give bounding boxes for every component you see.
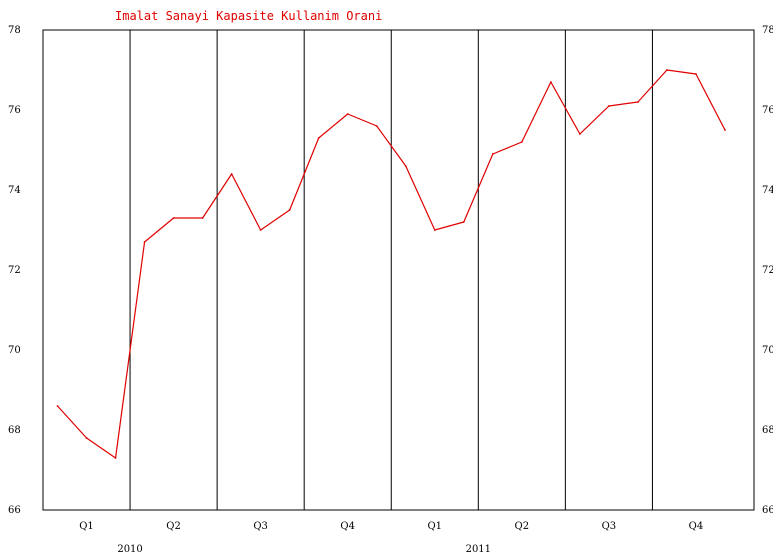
data-point bbox=[433, 229, 436, 231]
y-tick-label-right: 74 bbox=[762, 185, 773, 196]
data-point bbox=[404, 165, 407, 167]
y-tick-label-left: 70 bbox=[8, 345, 21, 356]
data-point bbox=[462, 221, 465, 223]
year-label: 2010 bbox=[117, 544, 142, 555]
data-point bbox=[172, 217, 175, 219]
data-point bbox=[520, 141, 523, 143]
quarter-grid bbox=[129, 30, 653, 510]
quarter-label: Q2 bbox=[166, 521, 181, 532]
y-axis-left: 66 68 70 72 74 76 78 bbox=[8, 25, 21, 516]
data-point bbox=[607, 105, 610, 107]
data-point bbox=[375, 125, 378, 127]
y-tick-label-right: 78 bbox=[762, 25, 773, 36]
data-point bbox=[114, 457, 117, 459]
y-tick-label-left: 76 bbox=[8, 105, 21, 116]
y-tick-label-left: 74 bbox=[8, 185, 21, 196]
y-tick-label-left: 78 bbox=[8, 25, 21, 36]
y-tick-label-left: 72 bbox=[8, 265, 21, 276]
quarter-label: Q2 bbox=[515, 521, 530, 532]
data-point bbox=[666, 69, 668, 71]
data-point bbox=[259, 229, 262, 231]
y-tick-label-right: 76 bbox=[762, 105, 773, 116]
x-axis-quarters: Q1 Q2 Q3 Q4 Q1 Q2 Q3 Q4 bbox=[79, 521, 703, 532]
y-tick-label-left: 68 bbox=[8, 425, 21, 436]
chart-title: Imalat Sanayi Kapasite Kullanim Orani bbox=[115, 9, 382, 23]
data-point bbox=[549, 81, 552, 83]
y-tick-label-right: 72 bbox=[762, 265, 773, 276]
quarter-label: Q1 bbox=[427, 521, 442, 532]
series-group bbox=[56, 69, 726, 459]
y-tick-label-right: 68 bbox=[762, 425, 773, 436]
quarter-label: Q4 bbox=[340, 521, 355, 532]
data-point bbox=[56, 405, 59, 407]
y-tick-label-right: 70 bbox=[762, 345, 773, 356]
data-point bbox=[288, 209, 291, 211]
data-point bbox=[637, 101, 639, 103]
y-tick-label-left: 66 bbox=[8, 505, 21, 516]
y-axis-right: 66 68 70 72 74 76 78 bbox=[762, 25, 773, 516]
data-point bbox=[317, 137, 320, 139]
quarter-label: Q3 bbox=[253, 521, 268, 532]
data-point bbox=[230, 173, 233, 175]
quarter-label: Q1 bbox=[79, 521, 94, 532]
x-axis-years: 2010 2011 bbox=[117, 544, 491, 555]
data-point bbox=[724, 129, 726, 131]
year-label: 2011 bbox=[466, 544, 491, 555]
plot-frame bbox=[42, 29, 755, 511]
data-point bbox=[491, 153, 494, 155]
quarter-label: Q4 bbox=[689, 521, 704, 532]
data-point bbox=[578, 133, 581, 135]
data-point bbox=[143, 241, 146, 243]
quarter-label: Q3 bbox=[602, 521, 617, 532]
series-line bbox=[57, 69, 726, 459]
data-point bbox=[695, 73, 697, 75]
data-point bbox=[346, 113, 349, 115]
y-tick-label-right: 66 bbox=[762, 505, 773, 516]
data-point bbox=[201, 217, 204, 219]
data-point bbox=[85, 437, 88, 439]
